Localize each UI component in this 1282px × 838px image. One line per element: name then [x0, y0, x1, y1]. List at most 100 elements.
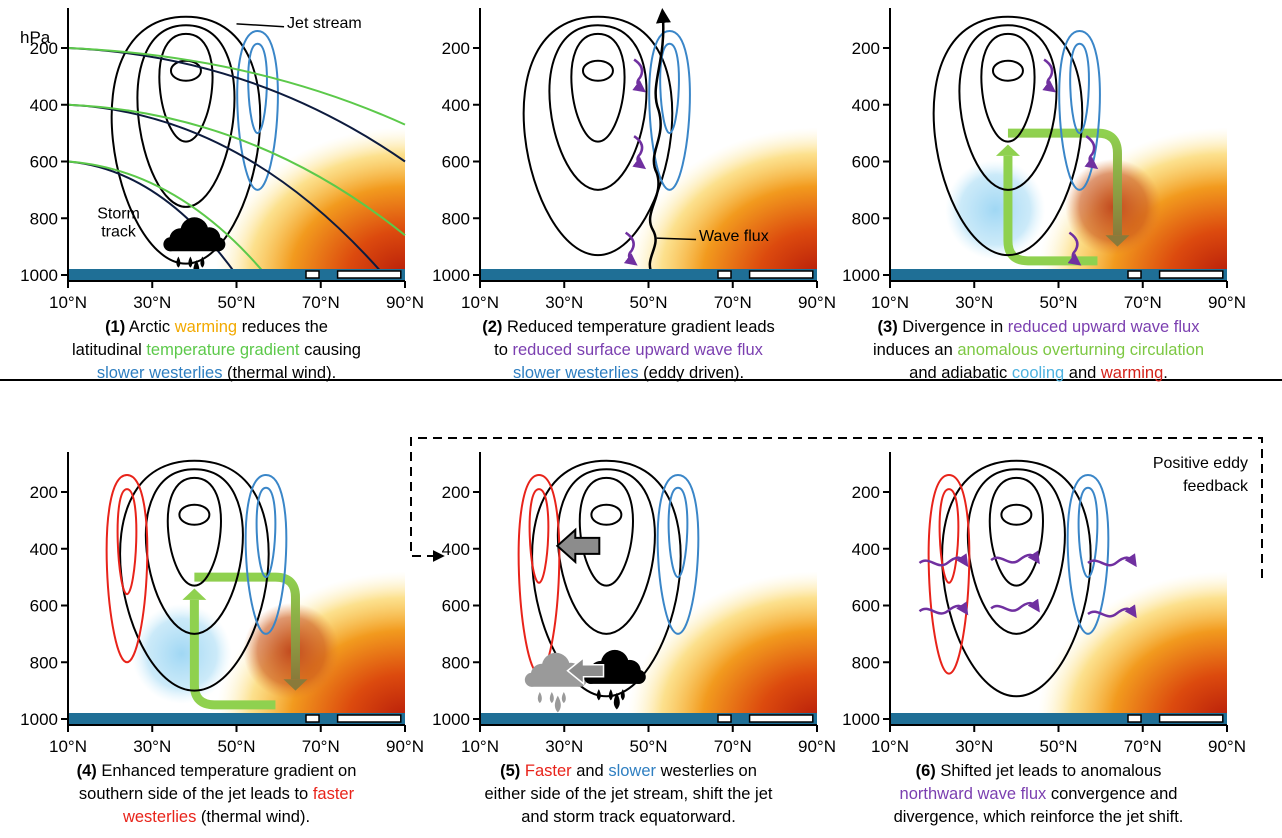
caption-text: (6)	[916, 762, 936, 780]
y-tick-label: 200	[852, 39, 880, 58]
caption-text: southern side of the jet leads to	[79, 785, 313, 803]
y-tick-label: 400	[852, 96, 880, 115]
circulation-arrow	[189, 599, 276, 710]
caption-line: to reduced surface upward wave flux	[494, 341, 763, 359]
caption-text: reduced upward wave flux	[1008, 318, 1200, 336]
flux-arrow	[990, 598, 1040, 613]
caption-line: (3) Divergence in reduced upward wave fl…	[878, 318, 1201, 336]
caption-text: (thermal wind).	[196, 808, 310, 826]
caption-text: northward wave flux	[900, 785, 1047, 803]
caption-text: Enhanced temperature gradient on	[97, 762, 357, 780]
y-tick-label: 1000	[432, 710, 470, 729]
rain-drop	[608, 689, 613, 701]
caption-text: westerlies on	[656, 762, 757, 780]
circulation-arrow	[194, 572, 300, 680]
caption-text: (3)	[878, 318, 898, 336]
caption-text: (1)	[105, 318, 125, 336]
isotherm	[67, 47, 406, 126]
caption-text: and adiabatic	[909, 364, 1012, 382]
flux-arrow	[918, 601, 969, 616]
y-tick-label: 800	[852, 209, 880, 228]
annotation: Jet stream	[287, 15, 362, 32]
y-tick-label: 200	[30, 483, 58, 502]
y-tick-label: 600	[442, 597, 470, 616]
x-tick-label: 10°N	[49, 737, 87, 756]
westerly-fast	[517, 473, 561, 675]
annotation: Wave flux	[699, 228, 769, 245]
caption-text: induces an	[873, 341, 957, 359]
caption-text: Faster	[525, 762, 572, 780]
x-tick-label: 30°N	[545, 293, 583, 312]
y-tick-label: 800	[30, 209, 58, 228]
ocean	[68, 713, 405, 724]
caption-text: reduced surface upward wave flux	[512, 341, 763, 359]
westerly-fast	[116, 488, 138, 596]
cooling	[131, 603, 232, 704]
caption-text: reduces the	[237, 318, 328, 336]
y-tick-label: 1000	[432, 266, 470, 285]
caption-text: temperature gradient	[146, 341, 300, 359]
jet-contour	[531, 459, 682, 698]
caption-line: latitudinal temperature gradient causing	[72, 341, 361, 359]
y-tick-label: 400	[442, 96, 470, 115]
caption-line: slower westerlies (thermal wind).	[97, 364, 336, 382]
panel: 200 400 600 800 1000 10°N 30°N 50°N 70°N 90°N (5) …	[432, 452, 836, 826]
caption-text: (eddy driven).	[639, 364, 744, 382]
flux-arrow	[1042, 58, 1057, 93]
westerly-slow	[1077, 486, 1099, 579]
y-tick-label: 600	[852, 153, 880, 172]
panel: 200 400 600 800 1000 10°N 30°N 50°N 70°N 90°N (6) …	[842, 452, 1246, 826]
annotation: Storm	[97, 205, 140, 222]
y-tick-label: 400	[30, 96, 58, 115]
jet-contour	[980, 32, 1036, 143]
ocean	[890, 713, 1227, 724]
x-tick-label: 50°N	[218, 737, 256, 756]
flux-arrow	[632, 135, 647, 170]
flux-arrow	[1087, 553, 1137, 568]
caption-text: Shifted jet leads to anomalous	[936, 762, 1162, 780]
leader	[656, 237, 697, 241]
caption-text: and	[1064, 364, 1101, 382]
sea-ice	[748, 270, 814, 279]
westerly-slow	[236, 29, 279, 191]
caption-text: anomalous overturning circulation	[957, 341, 1204, 359]
rain-drop	[554, 695, 561, 713]
arctic-warming	[627, 127, 817, 275]
y-tick-label: 1000	[20, 710, 58, 729]
x-tick-label: 50°N	[1040, 293, 1078, 312]
annotation: feedback	[1183, 478, 1249, 495]
westerly-slow	[667, 486, 689, 579]
y-tick-label: 600	[30, 597, 58, 616]
x-tick-label: 70°N	[714, 737, 752, 756]
x-tick-label: 90°N	[1208, 737, 1246, 756]
y-tick-label: 600	[442, 153, 470, 172]
caption-line: and storm track equatorward.	[521, 808, 736, 826]
rain-drop	[596, 689, 601, 701]
x-tick-label: 50°N	[1040, 737, 1078, 756]
caption-line: and adiabatic cooling and warming.	[909, 364, 1168, 382]
jet-contour	[958, 24, 1058, 191]
x-tick-label: 50°N	[630, 293, 668, 312]
westerly-slow	[247, 42, 268, 135]
jet-contour	[932, 15, 1084, 257]
circulation-arrow	[283, 679, 308, 691]
x-tick-label: 30°N	[133, 293, 171, 312]
flux-arrow	[1087, 604, 1137, 619]
shift-arrow	[555, 527, 601, 565]
caption-text: convergence and	[1046, 785, 1177, 803]
caption-text: warming	[174, 318, 237, 336]
arctic-warming	[1037, 571, 1227, 719]
westerly-slow	[1066, 473, 1110, 635]
y-tick-label: 800	[30, 653, 58, 672]
westerly-fast	[927, 473, 971, 675]
flux-arrow	[632, 58, 647, 93]
jet-contour	[166, 476, 222, 587]
arctic-warming	[627, 571, 817, 719]
jet-contour	[941, 459, 1092, 698]
sea-ice	[305, 714, 320, 723]
rain-drop	[549, 691, 554, 704]
isotherm	[67, 103, 385, 276]
ocean	[480, 269, 817, 280]
wave-flux	[648, 7, 671, 276]
y-tick-label: 800	[442, 653, 470, 672]
